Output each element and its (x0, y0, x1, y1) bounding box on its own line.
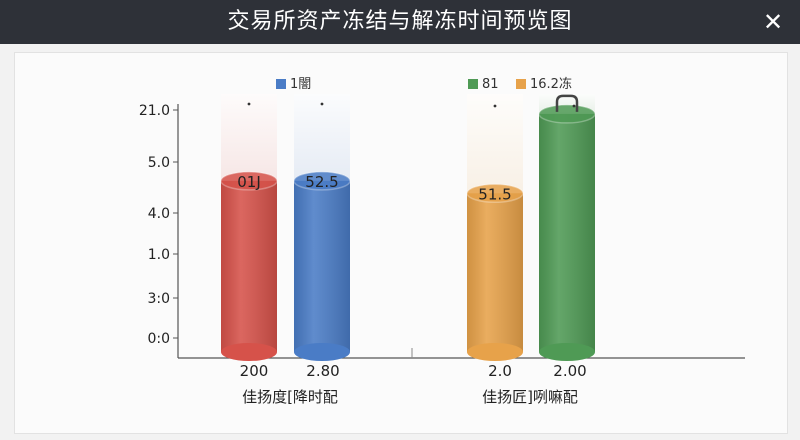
legend-swatch (468, 79, 478, 89)
bar-2: 51.5 (466, 94, 524, 361)
bar-ghost-fade (221, 94, 277, 183)
bar-x-label: 2.0 (488, 362, 512, 380)
legend-label: 1闇 (290, 77, 311, 92)
bar-base (467, 343, 523, 361)
group-label: 佳扬匠]咧嘛配 (482, 388, 578, 406)
y-axis-ticks: 21.0 5.0 4.0 1.0 3:0 0:0 (139, 103, 178, 347)
group-label: 佳扬度[降时配 (242, 388, 338, 406)
bar-marker (572, 104, 576, 108)
handle-icon (555, 94, 579, 112)
bar-x-label: 200 (240, 362, 269, 380)
bar-x-label: 2.00 (553, 362, 586, 380)
y-tick-label: 0:0 (147, 331, 170, 347)
bar-shading (467, 193, 523, 352)
y-tick-label: 21.0 (139, 103, 170, 119)
bar-cap (538, 104, 596, 124)
y-tick-label: 4.0 (148, 206, 170, 222)
window-title: 交易所资产冻结与解冻时间预览图 (227, 9, 573, 34)
bar-value-label: 52.5 (305, 173, 338, 191)
legend-swatch (276, 79, 286, 89)
y-tick-label: 1.0 (148, 247, 170, 263)
bars: 01J 52.5 51.5 (220, 94, 596, 361)
y-tick-label: 3:0 (147, 291, 170, 307)
legend-label: 16.2冻 (530, 76, 572, 92)
bar-1: 52.5 (293, 94, 351, 361)
bar-marker (320, 102, 324, 106)
bar-ghost-fade (294, 94, 350, 183)
bar-shading (294, 180, 350, 352)
close-icon[interactable]: ✕ (762, 8, 784, 36)
legend-swatch (516, 79, 526, 89)
bar-0: 01J (220, 94, 278, 361)
y-tick-label: 5.0 (148, 155, 170, 171)
bar-shading (221, 180, 277, 352)
bar-x-label: 2.80 (306, 362, 339, 380)
bar-base (221, 343, 277, 361)
bar-ghost-fade (467, 94, 523, 196)
bar-shading (539, 113, 595, 352)
chart-panel (14, 52, 788, 434)
bar-3 (538, 94, 596, 361)
legend-label: 81 (482, 77, 499, 92)
chart: 21.0 5.0 4.0 1.0 3:0 0:0 01J 52.5 51.5 1闇 81 16.2… (139, 76, 745, 406)
x-axis-labels: 200 2.80 2.0 2.00 佳扬度[降时配 佳扬匠]咧嘛配 (240, 362, 587, 406)
bar-cap (293, 171, 351, 191)
bar-marker (493, 104, 497, 108)
bar-value-label: 01J (237, 173, 261, 191)
chart-axes (177, 104, 745, 359)
title-bar: 交易所资产冻结与解冻时间预览图 ✕ (0, 0, 800, 44)
bar-cap (220, 171, 278, 191)
bar-base (294, 343, 350, 361)
bar-cap (466, 183, 524, 204)
legends: 1闇 81 16.2冻 (276, 76, 572, 92)
bar-base (539, 343, 595, 361)
bar-marker (247, 102, 251, 106)
bar-value-label: 51.5 (478, 185, 511, 203)
